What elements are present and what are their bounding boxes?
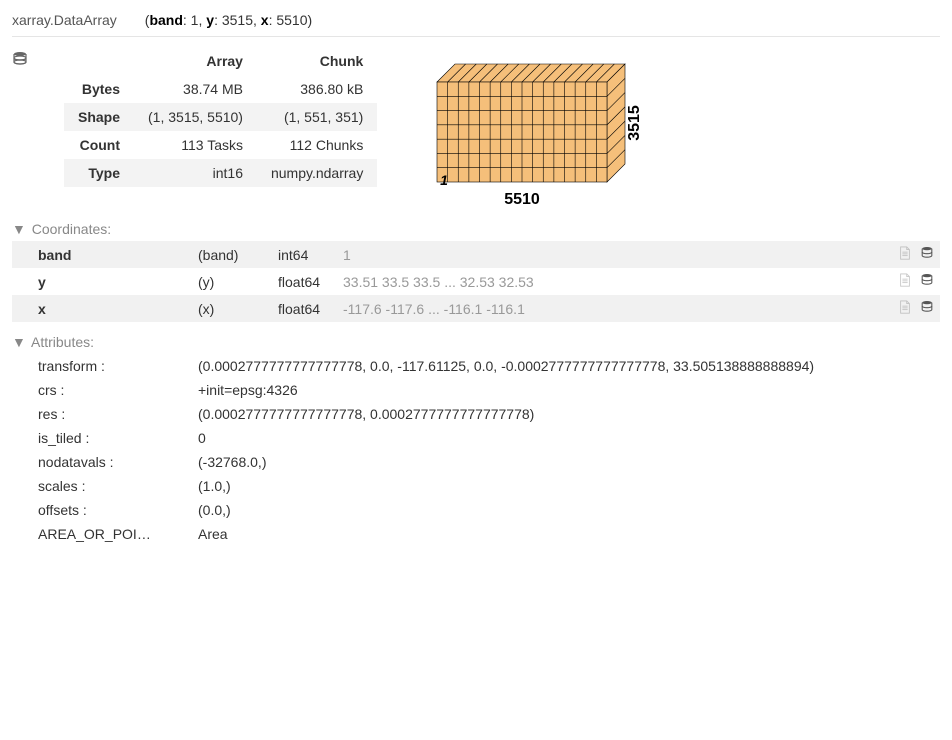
- attribute-row: offsets : (0.0,): [38, 498, 940, 522]
- dask-table-row: Count 113 Tasks 112 Chunks: [64, 131, 377, 159]
- dask-row-label: Bytes: [64, 75, 134, 103]
- data-repr-toggle[interactable]: [12, 47, 34, 70]
- dask-table-row: Type int16 numpy.ndarray: [64, 159, 377, 187]
- attribute-row: transform : (0.0002777777777777778, 0.0,…: [38, 354, 940, 378]
- attr-key: res :: [38, 406, 198, 422]
- attribute-row: AREA_OR_POI… Area: [38, 522, 940, 546]
- dimensions-summary: (band: 1, y: 3515, x: 5510): [145, 12, 312, 28]
- attr-value: (-32768.0,): [198, 454, 266, 470]
- dask-chunk-cell: 112 Chunks: [257, 131, 377, 159]
- attribute-row: nodatavals : (-32768.0,): [38, 450, 940, 474]
- dask-table-row: Bytes 38.74 MB 386.80 kB: [64, 75, 377, 103]
- attr-key: transform :: [38, 358, 198, 374]
- data-icon[interactable]: [920, 273, 934, 290]
- svg-text:5510: 5510: [505, 191, 541, 208]
- data-icon[interactable]: [920, 246, 934, 263]
- attr-value: (0.0002777777777777778, 0.00027777777777…: [198, 406, 534, 422]
- attribute-row: scales : (1.0,): [38, 474, 940, 498]
- col-chunk-header: Chunk: [257, 47, 377, 75]
- collapse-triangle-icon: ▼: [12, 334, 26, 350]
- attr-key: scales :: [38, 478, 198, 494]
- coord-dims: (x): [198, 301, 278, 317]
- coord-dtype: int64: [278, 247, 343, 263]
- attrs-icon[interactable]: [898, 300, 912, 317]
- attribute-row: is_tiled : 0: [38, 426, 940, 450]
- coord-dtype: float64: [278, 301, 343, 317]
- attr-key: offsets :: [38, 502, 198, 518]
- attributes-section-title: Attributes:: [31, 334, 94, 350]
- dask-array-cell: (1, 3515, 5510): [134, 103, 257, 131]
- coord-name: band: [38, 247, 198, 263]
- attr-value: (0.0002777777777777778, 0.0, -117.61125,…: [198, 358, 814, 374]
- coord-name: y: [38, 274, 198, 290]
- coordinate-row: band (band) int64 1: [12, 241, 940, 268]
- coord-dims: (y): [198, 274, 278, 290]
- attributes-list: transform : (0.0002777777777777778, 0.0,…: [12, 354, 940, 546]
- attr-value: (0.0,): [198, 502, 231, 518]
- attributes-section-toggle[interactable]: ▼ Attributes:: [12, 330, 940, 354]
- dask-array-cell: 38.74 MB: [134, 75, 257, 103]
- dask-chunk-diagram: 5510 3515 1: [407, 47, 667, 217]
- attr-value: +init=epsg:4326: [198, 382, 298, 398]
- attr-key: crs :: [38, 382, 198, 398]
- svg-text:3515: 3515: [626, 105, 643, 141]
- coord-dtype: float64: [278, 274, 343, 290]
- dask-table: Array Chunk Bytes 38.74 MB 386.80 kBShap…: [64, 47, 377, 187]
- dask-row-label: Count: [64, 131, 134, 159]
- col-array-header: Array: [134, 47, 257, 75]
- coord-preview: 33.51 33.5 33.5 ... 32.53 32.53: [343, 274, 898, 290]
- attr-value: (1.0,): [198, 478, 231, 494]
- dask-chunk-cell: numpy.ndarray: [257, 159, 377, 187]
- dask-array-cell: int16: [134, 159, 257, 187]
- attrs-icon[interactable]: [898, 273, 912, 290]
- dask-row-label: Type: [64, 159, 134, 187]
- coordinates-section-toggle[interactable]: ▼ Coordinates:: [12, 217, 940, 241]
- attr-key: AREA_OR_POI…: [38, 526, 198, 542]
- coordinate-row: y (y) float64 33.51 33.5 33.5 ... 32.53 …: [12, 268, 940, 295]
- coordinates-section-title: Coordinates:: [32, 221, 111, 237]
- attr-value: Area: [198, 526, 228, 542]
- attr-key: nodatavals :: [38, 454, 198, 470]
- attr-key: is_tiled :: [38, 430, 198, 446]
- collapse-triangle-icon: ▼: [12, 221, 26, 237]
- object-type: xarray.DataArray: [12, 12, 117, 28]
- attr-value: 0: [198, 430, 206, 446]
- svg-text:1: 1: [440, 172, 448, 188]
- database-icon: [12, 54, 28, 70]
- dask-chunk-cell: 386.80 kB: [257, 75, 377, 103]
- dask-array-cell: 113 Tasks: [134, 131, 257, 159]
- attribute-row: res : (0.0002777777777777778, 0.00027777…: [38, 402, 940, 426]
- coordinate-row: x (x) float64 -117.6 -117.6 ... -116.1 -…: [12, 295, 940, 322]
- coord-name: x: [38, 301, 198, 317]
- dask-summary: Array Chunk Bytes 38.74 MB 386.80 kBShap…: [12, 47, 940, 217]
- data-icon[interactable]: [920, 300, 934, 317]
- attrs-icon[interactable]: [898, 246, 912, 263]
- attribute-row: crs : +init=epsg:4326: [38, 378, 940, 402]
- dask-chunk-cell: (1, 551, 351): [257, 103, 377, 131]
- dask-row-label: Shape: [64, 103, 134, 131]
- coord-preview: -117.6 -117.6 ... -116.1 -116.1: [343, 301, 898, 317]
- dask-table-row: Shape (1, 3515, 5510) (1, 551, 351): [64, 103, 377, 131]
- header: xarray.DataArray (band: 1, y: 3515, x: 5…: [12, 8, 940, 37]
- coordinates-list: band (band) int64 1 y (y) float64 33.51 …: [12, 241, 940, 322]
- coord-dims: (band): [198, 247, 278, 263]
- coord-preview: 1: [343, 247, 898, 263]
